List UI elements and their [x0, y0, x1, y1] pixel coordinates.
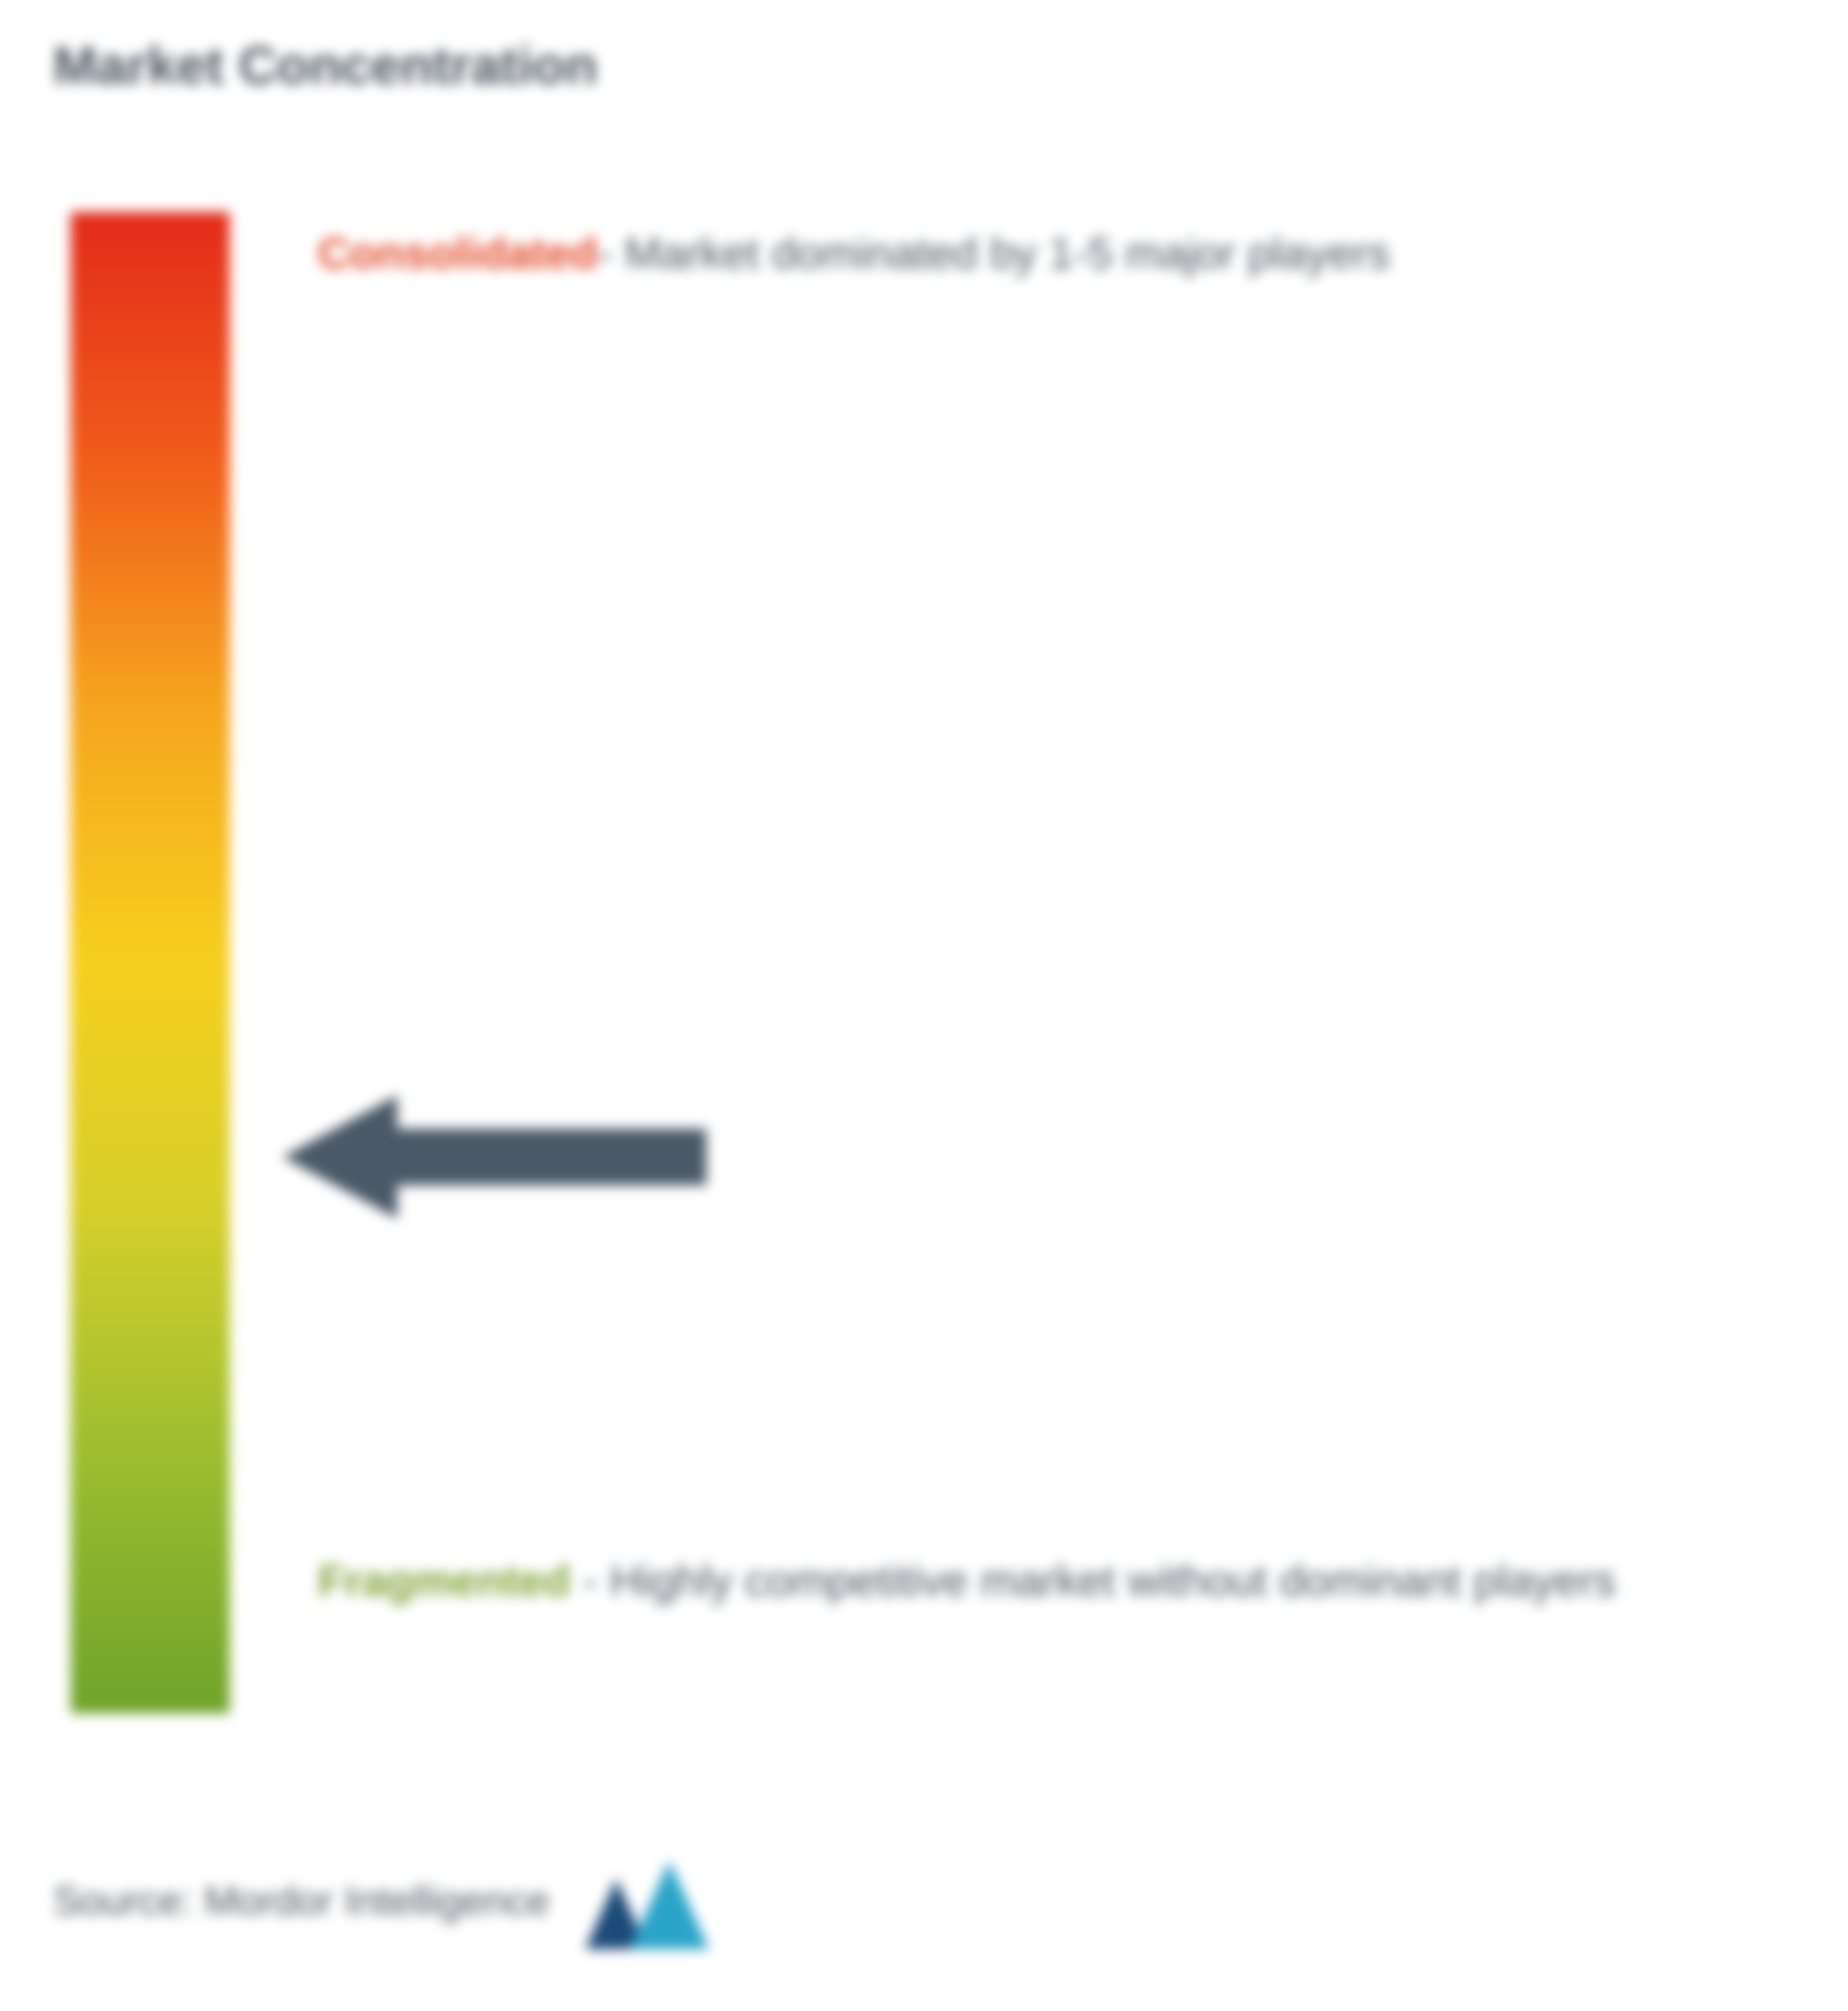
source-attribution: Source: Mordor Intelligence: [53, 1877, 550, 1924]
page-root: Market Concentration Consolidated- Marke…: [0, 0, 1848, 2011]
concentration-scale-bar: [71, 212, 230, 1713]
consolidated-keyword: Consolidated: [318, 229, 598, 278]
fragmented-keyword: Fragmented: [318, 1556, 570, 1606]
consolidated-label: Consolidated- Market dominated by 1-5 ma…: [318, 221, 1777, 287]
fragmented-desc: - Highly competitive market without domi…: [570, 1556, 1616, 1606]
footer: Source: Mordor Intelligence: [53, 1852, 1795, 1949]
consolidated-desc: - Market dominated by 1-5 major players: [598, 229, 1391, 278]
mordor-logo-icon: [585, 1852, 718, 1949]
fragmented-label: Fragmented - Highly competitive market w…: [318, 1546, 1777, 1616]
page-title: Market Concentration: [53, 35, 598, 96]
position-indicator-arrow: [283, 1095, 706, 1219]
